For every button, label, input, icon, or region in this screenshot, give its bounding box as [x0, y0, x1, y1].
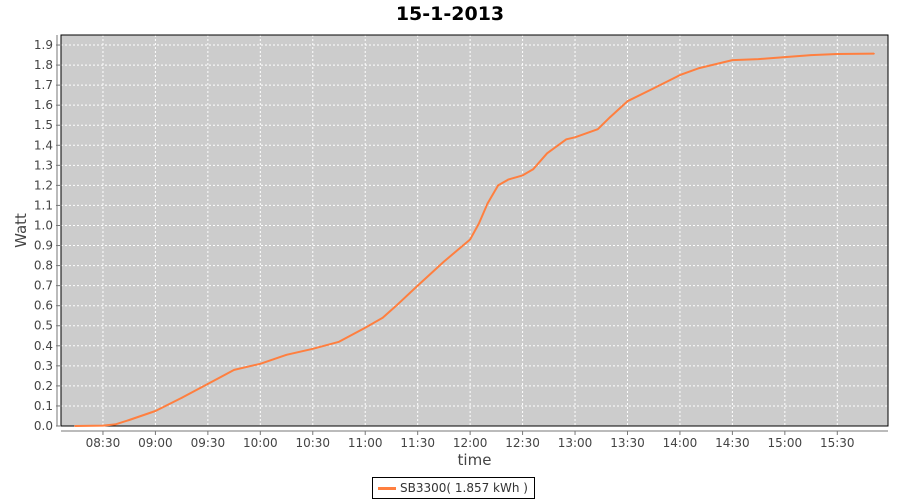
- y-tick-label: 1.8: [34, 58, 53, 72]
- y-tick-label: 0.8: [34, 259, 53, 273]
- y-tick-label: 0.0: [34, 419, 53, 433]
- data-point: [486, 202, 489, 205]
- data-point: [731, 59, 734, 61]
- x-tick-label: 15:00: [768, 436, 803, 450]
- data-point: [364, 326, 367, 329]
- data-point: [285, 354, 288, 356]
- y-tick-label: 1.5: [34, 118, 53, 132]
- data-point: [338, 340, 340, 343]
- x-tick-label: 10:30: [295, 436, 330, 450]
- data-point: [546, 152, 548, 155]
- data-point: [698, 67, 700, 69]
- data-point: [416, 284, 419, 287]
- data-point: [521, 174, 524, 177]
- data-point: [836, 53, 839, 55]
- data-point: [207, 383, 209, 385]
- data-point: [74, 425, 76, 427]
- data-point: [259, 363, 262, 365]
- x-tick-label: 11:30: [400, 436, 435, 450]
- x-tick-label: 08:30: [86, 436, 121, 450]
- data-point: [128, 419, 130, 421]
- data-point: [114, 423, 117, 426]
- data-point: [679, 74, 681, 76]
- data-point: [532, 168, 534, 171]
- data-point: [381, 316, 384, 319]
- x-tick-label: 14:00: [663, 436, 698, 450]
- x-tick-label: 09:00: [138, 436, 173, 450]
- data-point: [497, 184, 499, 187]
- y-axis-label: Watt: [12, 213, 30, 248]
- data-point: [757, 58, 760, 60]
- y-tick-label: 0.3: [34, 359, 53, 373]
- data-point: [596, 128, 599, 131]
- data-point: [651, 88, 653, 90]
- y-tick-label: 0.7: [34, 279, 53, 293]
- y-tick-label: 1.2: [34, 178, 53, 192]
- data-point: [574, 136, 576, 139]
- y-tick-label: 1.0: [34, 218, 53, 232]
- y-tick-label: 0.5: [34, 319, 53, 333]
- data-point: [478, 222, 480, 225]
- x-tick-label: 10:00: [243, 436, 278, 450]
- data-point: [443, 260, 445, 263]
- y-tick-label: 1.1: [34, 198, 53, 212]
- x-tick-label: 15:30: [820, 436, 855, 450]
- data-point: [102, 424, 104, 427]
- x-axis-label: time: [458, 451, 492, 469]
- y-tick-label: 0.6: [34, 299, 53, 313]
- data-point: [311, 348, 314, 350]
- y-tick-label: 0.2: [34, 379, 53, 393]
- data-point: [397, 302, 400, 305]
- data-point: [154, 410, 157, 412]
- data-point: [469, 238, 471, 241]
- data-point: [609, 116, 611, 119]
- legend-swatch: [378, 486, 396, 490]
- y-tick-label: 0.9: [34, 239, 53, 253]
- legend-label: SB3300( 1.857 kWh ): [400, 481, 528, 495]
- x-tick-label: 11:00: [348, 436, 383, 450]
- x-tick-label: 13:30: [610, 436, 645, 450]
- data-point: [233, 369, 235, 371]
- data-point: [507, 178, 510, 181]
- y-tick-label: 0.4: [34, 339, 53, 353]
- data-point: [873, 52, 875, 55]
- x-tick-label: 14:30: [715, 436, 750, 450]
- y-tick-label: 1.6: [34, 98, 53, 112]
- x-tick-label: 12:00: [453, 436, 488, 450]
- x-tick-label: 09:30: [191, 436, 226, 450]
- y-tick-label: 1.4: [34, 138, 53, 152]
- data-point: [626, 100, 629, 102]
- data-point: [180, 397, 183, 399]
- y-tick-label: 1.9: [34, 38, 53, 52]
- legend: SB3300( 1.857 kWh ): [372, 477, 535, 499]
- y-tick-label: 0.1: [34, 399, 53, 413]
- data-point: [810, 54, 812, 56]
- y-tick-label: 1.3: [34, 158, 53, 172]
- plot-border: [60, 34, 889, 427]
- chart-title: 15-1-2013: [395, 3, 505, 25]
- y-tick-label: 1.7: [34, 78, 53, 92]
- x-tick-label: 13:00: [558, 436, 593, 450]
- x-tick-label: 12:30: [505, 436, 540, 450]
- data-point: [784, 56, 786, 58]
- data-point: [565, 138, 568, 141]
